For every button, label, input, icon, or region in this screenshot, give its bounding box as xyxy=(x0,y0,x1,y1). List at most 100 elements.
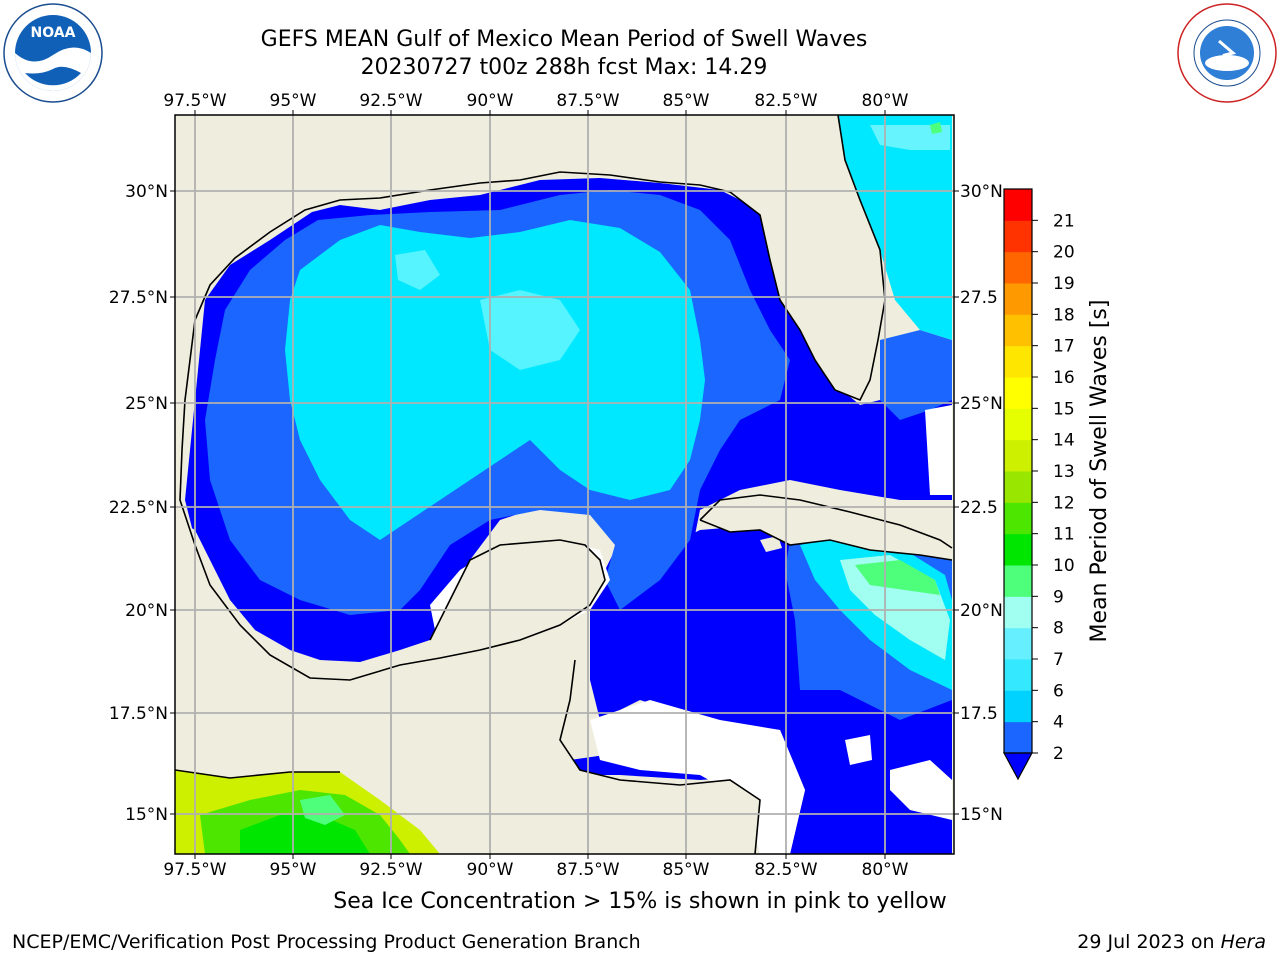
lat-label-right: 20°N xyxy=(960,601,1003,621)
colorbar-segment xyxy=(1004,283,1032,315)
colorbar-segment xyxy=(1004,627,1032,660)
lon-label-top: 85°W xyxy=(663,91,710,111)
lat-label-right: 30°N xyxy=(960,182,1003,202)
florida-atlantic-band xyxy=(880,330,952,420)
sea-ice-note: Sea Ice Concentration > 15% is shown in … xyxy=(333,889,947,914)
gulf-light-cyan-patch xyxy=(480,290,580,370)
land-mexico xyxy=(178,520,605,680)
lat-label-right: 22.5 xyxy=(960,498,998,518)
colorbar-tick-label: 21 xyxy=(1053,211,1075,231)
atlantic-green-spot xyxy=(930,122,942,134)
map-frame xyxy=(174,114,955,855)
colorbar-segments xyxy=(1004,189,1032,754)
lat-label-right: 25°N xyxy=(960,394,1003,414)
colorbar-segment xyxy=(1004,721,1032,754)
atlantic-light-cyan xyxy=(870,125,950,150)
colorbar-segment xyxy=(1004,596,1032,629)
colorbar-segment xyxy=(1004,439,1032,472)
footer-machine: Hera xyxy=(1220,931,1266,953)
colorbar-extend-arrow xyxy=(1002,752,1034,781)
lon-label-top: 95°W xyxy=(270,91,317,111)
lat-label-left: 17.5°N xyxy=(109,704,168,724)
colorbar-segment xyxy=(1004,690,1032,723)
lat-label-right: 17.5 xyxy=(960,704,998,724)
page-subtitle: 20230727 t00z 288h fcst Max: 14.29 xyxy=(360,55,768,80)
lon-label-bottom: 92.5°W xyxy=(359,860,422,880)
land-isle-of-youth xyxy=(760,536,782,552)
land-us-gulf-coast xyxy=(175,115,885,854)
lon-label-top: 80°W xyxy=(862,91,909,111)
white-mask-florida-keys xyxy=(925,405,952,495)
lat-label-left: 22.5°N xyxy=(109,498,168,518)
lat-label-left: 20°N xyxy=(125,601,168,621)
colorbar-segment xyxy=(1004,220,1032,253)
colorbar: 2 4 6 7 8 9 10 11 12 13 14 15 16 17 18 19 20 21 Mean Peri… xyxy=(1002,188,1112,781)
colorbar-tick-label: 12 xyxy=(1053,493,1075,513)
map-area xyxy=(175,115,954,854)
footer-organization: NCEP/EMC/Verification Post Processing Pr… xyxy=(12,931,641,953)
lat-labels-left: 30°N 27.5°N 25°N 22.5°N 20°N 17.5°N 15°N xyxy=(109,182,168,825)
lat-label-right: 15°N xyxy=(960,805,1003,825)
lon-labels-top: 97.5°W 95°W 92.5°W 90°W 87.5°W 85°W 82.5… xyxy=(163,91,908,111)
lon-label-top: 90°W xyxy=(467,91,514,111)
grid-lines xyxy=(175,115,954,854)
colorbar-segment xyxy=(1004,189,1032,221)
footer-date-text: 29 Jul 2023 on xyxy=(1077,931,1221,953)
lon-label-bottom: 95°W xyxy=(270,860,317,880)
colorbar-tick-label: 2 xyxy=(1053,744,1064,764)
page-title: GEFS MEAN Gulf of Mexico Mean Period of … xyxy=(260,27,868,52)
lon-label-top: 97.5°W xyxy=(163,91,226,111)
lat-label-left: 27.5°N xyxy=(109,288,168,308)
lon-label-bottom: 80°W xyxy=(862,860,909,880)
white-mask-east xyxy=(890,760,952,820)
land-cuba xyxy=(700,495,952,560)
lon-labels-bottom: 97.5°W 95°W 92.5°W 90°W 87.5°W 85°W 82.5… xyxy=(163,860,908,880)
colorbar-segment xyxy=(1004,565,1032,597)
lon-label-top: 82.5°W xyxy=(754,91,817,111)
lon-label-bottom: 85°W xyxy=(663,860,710,880)
atlantic-cyan-region xyxy=(838,115,952,340)
colorbar-tick-label: 4 xyxy=(1053,713,1064,733)
colorbar-tick-label: 17 xyxy=(1053,337,1075,357)
colorbar-segment xyxy=(1004,377,1032,409)
colorbar-tick-label: 6 xyxy=(1053,681,1064,701)
lat-label-left: 15°N xyxy=(125,805,168,825)
lon-label-bottom: 97.5°W xyxy=(163,860,226,880)
colorbar-tick-label: 15 xyxy=(1053,399,1075,419)
colorbar-label: Mean Period of Swell Waves [s] xyxy=(1087,300,1112,643)
colorbar-segment xyxy=(1004,345,1032,378)
colorbar-segment xyxy=(1004,314,1032,347)
colorbar-tick-label: 13 xyxy=(1053,462,1075,482)
pacific-swell-mint xyxy=(300,795,345,825)
colorbar-segment xyxy=(1004,408,1032,441)
colorbar-tick-label: 18 xyxy=(1053,305,1075,325)
colorbar-segment xyxy=(1004,659,1032,691)
lon-label-top: 87.5°W xyxy=(556,91,619,111)
lat-label-right: 27.5 xyxy=(960,288,998,308)
lon-label-bottom: 90°W xyxy=(467,860,514,880)
noaa-logo: NOAA xyxy=(3,3,103,103)
colorbar-ticks: 2 4 6 7 8 9 10 11 12 13 14 15 16 17 18 19 20 21 xyxy=(1032,211,1075,764)
tick-marks xyxy=(170,110,959,859)
lat-labels-right: 30°N 27.5 25°N 22.5 20°N 17.5 15°N xyxy=(960,182,1003,825)
gulf-core-cyan xyxy=(285,220,705,540)
pacific-swell-bright-green xyxy=(240,815,370,854)
colorbar-tick-label: 7 xyxy=(1053,650,1064,670)
lat-label-left: 30°N xyxy=(125,182,168,202)
lon-label-bottom: 82.5°W xyxy=(754,860,817,880)
colorbar-tick-label: 10 xyxy=(1053,556,1075,576)
gulf-light-cyan-patch-west xyxy=(395,250,440,290)
noaa-logo-text: NOAA xyxy=(31,25,76,41)
colorbar-tick-label: 9 xyxy=(1053,587,1064,607)
colorbar-segment xyxy=(1004,471,1032,503)
colorbar-tick-label: 16 xyxy=(1053,368,1075,388)
colorbar-segment xyxy=(1004,251,1032,284)
colorbar-tick-label: 20 xyxy=(1053,243,1075,263)
colorbar-tick-label: 19 xyxy=(1053,274,1075,294)
colorbar-tick-label: 11 xyxy=(1053,525,1075,545)
nws-logo xyxy=(1177,3,1277,103)
colorbar-segment xyxy=(1004,502,1032,535)
lat-label-left: 25°N xyxy=(125,394,168,414)
colorbar-tick-label: 14 xyxy=(1053,431,1075,451)
footer-date: 29 Jul 2023 on Hera xyxy=(1077,931,1266,953)
